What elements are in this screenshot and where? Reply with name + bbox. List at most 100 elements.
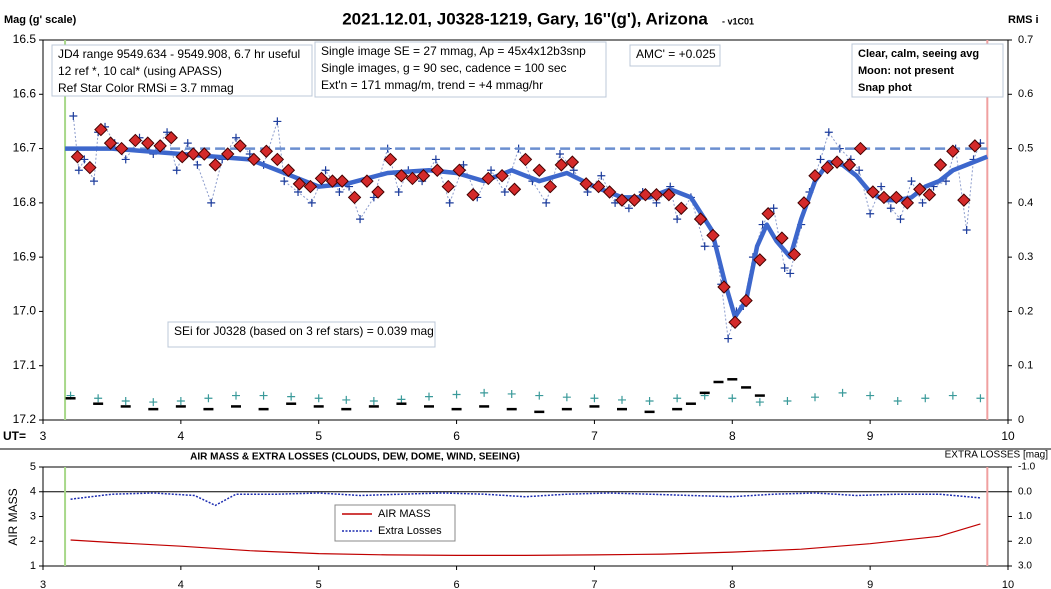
y-axis-label: Mag (g' scale)	[4, 14, 77, 26]
cross-marker	[273, 117, 282, 126]
cross-marker	[80, 155, 89, 164]
annotation-box	[629, 44, 721, 67]
diamond-marker	[889, 190, 904, 205]
cross-marker	[535, 391, 544, 400]
diamond-marker	[303, 179, 318, 194]
diamond-marker	[507, 182, 522, 196]
cross-marker	[755, 398, 764, 407]
cross-marker	[645, 397, 654, 405]
diamond-marker	[94, 122, 108, 137]
y2-tick-label: 1.0	[1018, 511, 1032, 522]
cross-marker	[397, 395, 406, 404]
annotation-box	[51, 44, 313, 97]
cross-marker	[700, 242, 709, 251]
diamond-marker	[728, 315, 742, 329]
cross-marker	[342, 395, 351, 404]
y2-tick-label: 0.5	[1018, 142, 1033, 154]
cross-marker	[287, 392, 296, 401]
diamond-marker	[153, 139, 167, 153]
cross-marker	[866, 209, 875, 218]
diamond-marker	[452, 163, 467, 177]
plot-area	[42, 466, 1009, 567]
diamond-marker	[270, 152, 285, 167]
diamond-marker	[649, 188, 664, 202]
x-tick-label: 10	[1001, 429, 1015, 443]
diamond-marker	[208, 158, 223, 172]
y2-tick-label: 0.3	[1018, 251, 1033, 263]
diamond-marker	[968, 139, 982, 153]
cross-marker	[855, 166, 864, 175]
diamond-marker	[820, 160, 835, 175]
chart-title: 2021.12.01, J0328-1219, Gary, 16''(g'), …	[342, 9, 708, 28]
diamond-marker	[360, 174, 374, 188]
diamond-marker	[591, 179, 606, 194]
diamond-marker	[787, 247, 802, 262]
diamond-marker	[292, 177, 307, 191]
cross-marker	[783, 397, 792, 405]
x-tick-label: 7	[591, 429, 598, 443]
x-tick-label: 7	[591, 579, 597, 589]
cross-marker	[907, 177, 916, 186]
diamond-marker	[233, 139, 247, 153]
diamond-marker	[693, 212, 708, 226]
cross-marker	[149, 398, 158, 407]
annotation: Single image SE = 27 mmag, Ap = 45x4x12b…	[321, 44, 586, 58]
fit-line	[65, 146, 989, 320]
y-axis-label: AIR MASS	[6, 488, 20, 545]
diamond-marker	[717, 280, 731, 294]
annotation-box	[167, 321, 436, 348]
chart-title: AIR MASS & EXTRA LOSSES (CLOUDS, DEW, DO…	[190, 452, 520, 463]
annotation: AMC' = +0.025	[636, 47, 716, 61]
cross-marker	[369, 193, 378, 202]
cross-marker	[459, 160, 468, 169]
legend-label: AIR MASS	[378, 508, 431, 520]
cross-marker	[204, 394, 213, 403]
annotation: Ref Star Color RMSi = 3.7 mmag	[58, 81, 234, 95]
cross-marker	[259, 391, 268, 400]
diamond-marker	[114, 141, 129, 156]
diamond-marker	[830, 155, 844, 169]
y-tick-label: 16.9	[13, 249, 37, 263]
cross-marker	[335, 188, 344, 196]
y-tick-label: 17.0	[13, 304, 37, 318]
diamond-marker	[221, 147, 235, 161]
cross-marker	[673, 215, 682, 224]
x-tick-label: 10	[1002, 579, 1014, 589]
diamond-marker	[314, 171, 329, 186]
y-tick-label: 5	[30, 461, 36, 473]
cross-marker	[811, 393, 819, 402]
cross-marker	[728, 394, 737, 403]
diamond-marker	[946, 144, 960, 158]
diamond-marker	[808, 169, 822, 183]
cross-marker	[838, 388, 847, 397]
cross-marker	[121, 397, 130, 405]
cross-marker	[769, 204, 778, 213]
cross-marker	[976, 394, 985, 403]
diamond-marker	[481, 171, 495, 186]
cross-marker	[480, 388, 489, 397]
diamond-marker	[430, 163, 444, 177]
cross-marker	[321, 166, 330, 175]
diamond-marker	[335, 174, 349, 188]
annotation: Moon: not present	[858, 65, 954, 77]
diamond-marker	[70, 150, 85, 164]
cross-marker	[452, 390, 461, 399]
y-tick-label: 17.2	[13, 412, 37, 426]
diamond-marker	[853, 141, 868, 156]
diamond-marker	[797, 196, 811, 210]
diamond-marker	[753, 253, 767, 267]
x-tick-label: 8	[729, 429, 736, 443]
y2-axis-label: RMS i	[1008, 14, 1039, 26]
diamond-marker	[347, 190, 362, 205]
series-line	[70, 492, 981, 507]
annotation: Clear, calm, seeing avg	[858, 48, 979, 60]
diamond-marker	[128, 133, 143, 148]
diamond-marker	[247, 152, 261, 167]
annotation-box	[851, 43, 1004, 98]
diamond-marker	[532, 163, 546, 177]
cross-marker	[542, 198, 551, 207]
cross-marker	[948, 391, 957, 400]
cross-marker	[232, 133, 240, 142]
x-tick-label: 3	[40, 429, 47, 443]
diamond-marker	[164, 131, 178, 145]
